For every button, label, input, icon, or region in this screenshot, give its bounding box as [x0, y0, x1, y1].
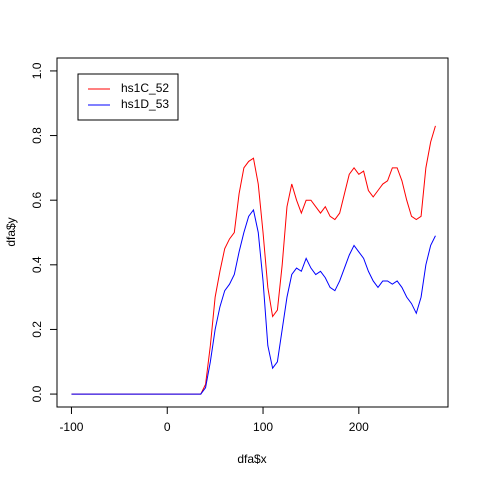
x-tick-label: -100 [59, 420, 83, 434]
y-tick-label: 1.0 [30, 62, 44, 79]
x-tick-label: 200 [349, 420, 369, 434]
legend-box [77, 73, 179, 121]
y-axis-label: dfa$y [4, 217, 18, 246]
legend-label: hs1D_53 [121, 97, 169, 111]
y-tick-label: 0.2 [30, 321, 44, 338]
y-tick-label: 0.0 [30, 385, 44, 402]
y-tick-label: 0.8 [30, 127, 44, 144]
x-tick-label: 0 [164, 420, 171, 434]
y-tick-label: 0.4 [30, 256, 44, 273]
x-axis-label: dfa$x [237, 452, 266, 466]
legend-label: hs1C_52 [121, 81, 169, 95]
series-line [71, 208, 436, 395]
y-tick-label: 0.6 [30, 192, 44, 209]
x-tick-label: 100 [253, 420, 273, 434]
